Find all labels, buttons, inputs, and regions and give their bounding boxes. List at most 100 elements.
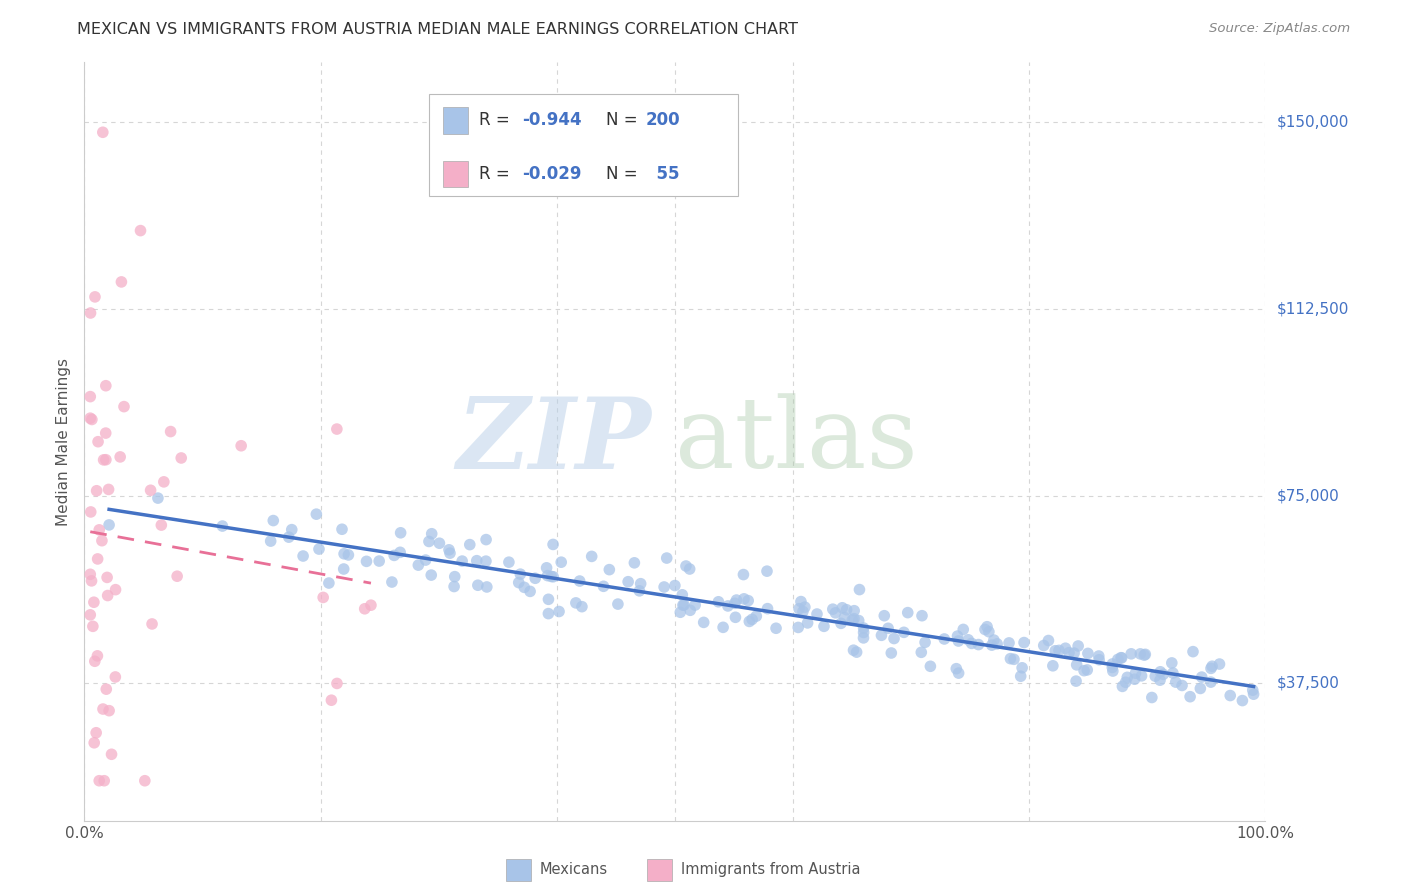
Point [80, 574, 103, 588]
Point [787, 620, 810, 634]
Point [745, 609, 768, 624]
Point [83, 736, 105, 750]
Point [1135, 648, 1157, 662]
Point [1066, 657, 1088, 672]
Text: ZIP: ZIP [457, 393, 651, 490]
Point [318, 576, 340, 591]
Point [337, 548, 360, 562]
Point [108, 450, 131, 464]
Point [852, 631, 875, 645]
Point [664, 578, 686, 592]
Point [83, 595, 105, 609]
Point [98, 704, 121, 718]
Point [652, 580, 675, 594]
Point [998, 636, 1021, 650]
Point [82, 619, 104, 633]
Point [756, 564, 779, 578]
Point [957, 632, 980, 647]
Point [842, 643, 865, 657]
Text: $112,500: $112,500 [1277, 301, 1348, 317]
Point [1123, 672, 1146, 686]
Point [852, 625, 875, 640]
Point [1063, 646, 1085, 660]
Point [1161, 666, 1184, 681]
Point [134, 773, 156, 788]
Point [824, 606, 846, 620]
Point [429, 536, 451, 550]
Point [630, 576, 652, 591]
Point [1182, 645, 1205, 659]
Point [415, 553, 437, 567]
Point [389, 525, 412, 540]
Point [1000, 651, 1022, 665]
Point [880, 646, 903, 660]
Point [541, 537, 564, 551]
Point [679, 603, 702, 617]
Point [498, 555, 520, 569]
Point [443, 580, 465, 594]
Point [93, 773, 115, 788]
Point [852, 621, 875, 635]
Text: Immigrants from Austria: Immigrants from Austria [681, 863, 860, 877]
Point [725, 593, 748, 607]
Point [94, 378, 117, 392]
Point [738, 615, 761, 629]
Point [741, 612, 763, 626]
Point [790, 594, 813, 608]
Point [537, 592, 560, 607]
Point [1067, 639, 1090, 653]
Point [1116, 670, 1139, 684]
Point [707, 595, 730, 609]
Point [1087, 648, 1109, 663]
Point [793, 600, 815, 615]
Point [848, 582, 870, 597]
Point [97, 483, 120, 497]
Point [91, 702, 114, 716]
Point [571, 599, 593, 614]
Point [1199, 675, 1222, 690]
Point [112, 400, 135, 414]
Point [841, 613, 863, 627]
Point [475, 533, 498, 547]
Text: atlas: atlas [675, 393, 918, 490]
Point [292, 549, 315, 563]
Point [835, 603, 858, 617]
Point [260, 534, 283, 549]
Text: 55: 55 [645, 165, 681, 183]
Point [451, 554, 474, 568]
Point [79, 306, 101, 320]
Text: R =: R = [479, 165, 516, 183]
Point [673, 598, 696, 612]
Point [1199, 661, 1222, 675]
Point [96, 682, 118, 697]
Point [717, 599, 740, 613]
Point [960, 636, 983, 650]
Point [418, 534, 440, 549]
Point [914, 635, 936, 649]
Point [1121, 647, 1143, 661]
Point [1144, 669, 1167, 683]
Point [84, 290, 107, 304]
Point [844, 604, 866, 618]
Point [1032, 639, 1054, 653]
Point [765, 621, 787, 635]
Point [509, 567, 531, 582]
Point [711, 620, 734, 634]
Point [1189, 681, 1212, 696]
Point [737, 593, 759, 607]
Point [1125, 666, 1147, 681]
Point [983, 633, 1005, 648]
Point [231, 439, 253, 453]
Point [679, 562, 702, 576]
Point [170, 450, 193, 465]
Point [94, 452, 117, 467]
Point [382, 549, 405, 563]
Point [79, 411, 101, 425]
Point [733, 591, 755, 606]
Point [98, 517, 121, 532]
Point [332, 562, 354, 576]
Point [911, 608, 934, 623]
Point [617, 574, 640, 589]
Text: -0.029: -0.029 [522, 165, 581, 183]
Point [724, 610, 747, 624]
